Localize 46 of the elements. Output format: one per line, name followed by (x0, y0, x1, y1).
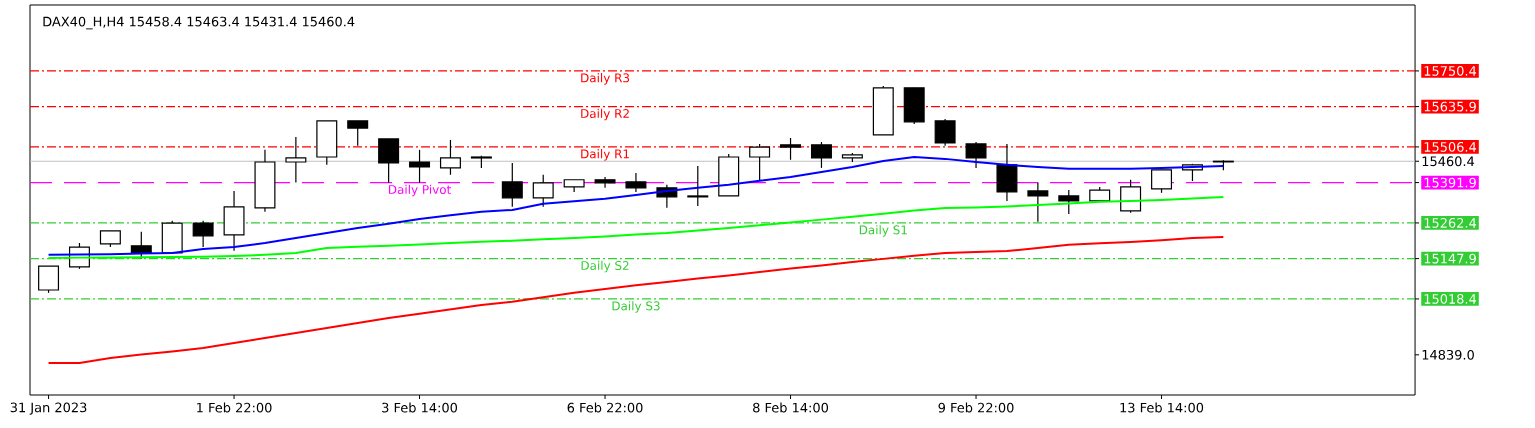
candlestick (130, 231, 152, 260)
candlestick (687, 165, 709, 207)
ref-line-label: Daily S3 (612, 301, 660, 313)
candlestick (934, 118, 956, 147)
candlestick (439, 139, 461, 176)
y-tick-label: 15262.4 (1424, 218, 1477, 228)
x-tick-label: 9 Feb 22:00 (938, 402, 1014, 413)
candlestick (780, 137, 802, 161)
candlestick (409, 149, 431, 184)
candlestick (1027, 181, 1049, 223)
ref-line-label: Daily S2 (581, 260, 629, 273)
text: DAX40_H,H4 15458.4 15463.4 15431.4 15460.4 (43, 16, 355, 30)
candlestick (38, 265, 60, 294)
y-tick-label: 15750.4 (1424, 66, 1477, 76)
candlestick (378, 138, 400, 184)
candlestick (285, 136, 307, 184)
candlestick (810, 141, 832, 169)
ref-line-label: Daily S1 (859, 225, 907, 237)
candlestick (532, 174, 554, 208)
y-tick-label: 15460.4 (1422, 156, 1475, 167)
candlestick (501, 162, 523, 208)
x-tick-label: 13 Feb 14:00 (1120, 402, 1204, 413)
x-tick-label: 6 Feb 22:00 (567, 402, 643, 413)
y-tick-label: 15391.9 (1424, 177, 1476, 188)
y-tick-label: 15506.4 (1424, 142, 1477, 152)
candlestick (347, 120, 369, 147)
candlestick (749, 143, 771, 182)
ref-line-label: Daily R1 (581, 149, 629, 161)
y-tick-label: 14839.0 (1422, 349, 1474, 360)
y-tick-label: 15147.9 (1424, 253, 1476, 264)
y-tick-label: 15018.4 (1424, 294, 1477, 304)
ref-line-label: Daily R2 (581, 108, 629, 121)
candlestick (594, 176, 616, 189)
candlestick (625, 172, 647, 193)
candlestick (965, 141, 987, 169)
candlestick (1120, 179, 1142, 214)
x-tick-label: 31 Jan 2023 (10, 402, 87, 415)
candlestick (1151, 169, 1173, 194)
candlestick (1058, 189, 1080, 215)
ref-line-label: Daily Pivot (389, 184, 451, 197)
y-tick-label: 15635.9 (1424, 101, 1476, 112)
x-tick-label: 3 Feb 14:00 (382, 402, 458, 413)
candlestick (192, 220, 214, 248)
ref-line-label: Daily R3 (581, 73, 630, 85)
x-tick-label: 8 Feb 14:00 (753, 402, 829, 413)
x-tick-label: 1 Feb 22:00 (197, 402, 272, 413)
